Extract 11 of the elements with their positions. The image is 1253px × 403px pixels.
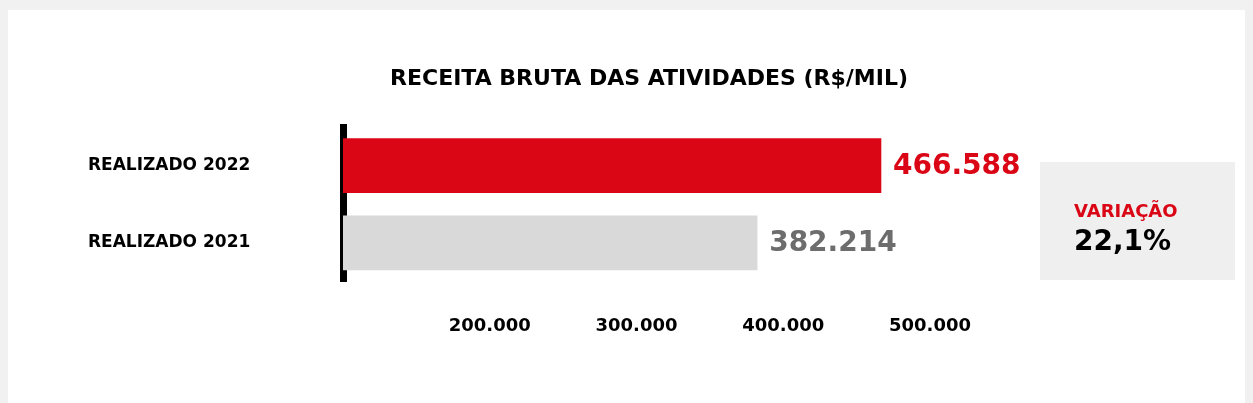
x-tick-label: 300.000 xyxy=(595,313,678,335)
text: 22,1% xyxy=(1074,224,1172,257)
chart-title: RECEITA BRUTA DAS ATIVIDADES (R$/MIL) xyxy=(389,64,909,92)
data-label: 466.588 xyxy=(892,147,1021,181)
x-tick-label: 500.000 xyxy=(889,313,971,335)
x-tick-label: 200.000 xyxy=(448,313,531,335)
y-tick-label: REALIZADO 2022 xyxy=(88,154,251,175)
x-tick-label: 400.000 xyxy=(742,313,825,335)
text: VARIAÇÃO xyxy=(1074,200,1178,221)
y-tick-label: REALIZADO 2021 xyxy=(88,231,251,252)
data-label: 382.214 xyxy=(769,225,897,259)
